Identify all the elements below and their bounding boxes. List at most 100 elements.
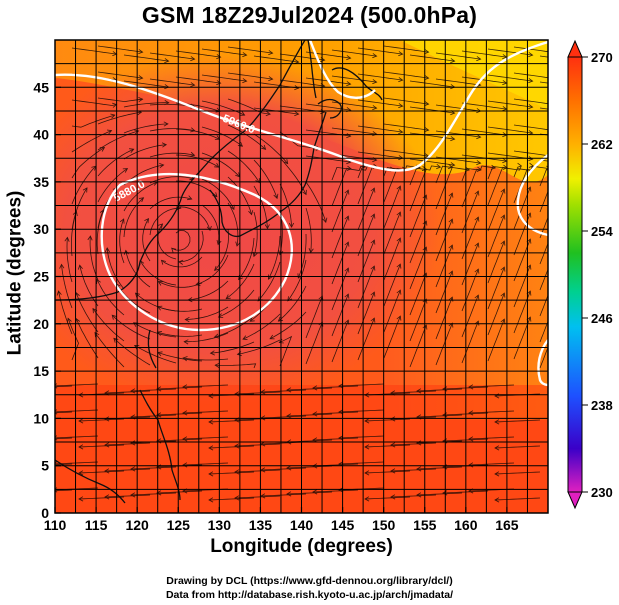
streamline (279, 183, 292, 228)
colorbar-body (567, 56, 583, 493)
streamline (185, 306, 229, 320)
streamline-arrow (398, 77, 404, 83)
colorbar: 230 238 246 254 262 270 (567, 39, 613, 510)
streamline (111, 314, 151, 340)
x-tick-label: 165 (495, 517, 519, 533)
streamline (312, 437, 359, 441)
streamline-arrow (78, 418, 84, 424)
streamline-arrow (138, 49, 144, 55)
streamline-arrow (526, 316, 532, 322)
streamline-arrow (476, 160, 482, 166)
streamline (461, 168, 482, 208)
streamline-arrow (190, 82, 196, 88)
streamline (71, 211, 77, 257)
streamline-arrow (104, 247, 110, 253)
streamline (513, 124, 548, 131)
y-axis-label: Latitude (degrees) (4, 190, 26, 356)
streamline (297, 233, 307, 279)
streamline-arrow (27, 438, 31, 442)
streamline-arrow (450, 162, 456, 168)
streamline (234, 469, 281, 473)
streamline (238, 237, 255, 280)
streamline-arrow (474, 242, 480, 248)
colorbar-tick-label: 238 (591, 398, 613, 413)
streamline (182, 384, 229, 388)
streamline-arrow (94, 331, 100, 338)
streamline-arrow (474, 294, 480, 300)
streamline-arrow (474, 268, 480, 274)
streamline (461, 216, 479, 260)
streamline-arrow (252, 251, 258, 258)
streamline (210, 341, 255, 354)
streamline (357, 265, 375, 309)
streamline-arrow (235, 241, 241, 247)
streamline (182, 462, 229, 466)
streamline (331, 267, 349, 311)
streamline-arrow (494, 497, 500, 503)
streamline-arrow (422, 324, 428, 330)
streamline (461, 294, 479, 338)
streamline-arrow (396, 211, 402, 217)
streamline (96, 209, 105, 255)
streamline (130, 466, 177, 470)
streamline-arrow (398, 129, 404, 135)
streamline (253, 159, 278, 199)
streamline (149, 176, 194, 184)
x-tick-label: 110 (44, 517, 67, 533)
y-tick-label: 30 (33, 221, 49, 237)
streamline (161, 256, 203, 268)
streamline-arrow (111, 314, 117, 320)
streamline-arrow (390, 416, 396, 422)
streamline (487, 126, 533, 134)
streamline-arrow (396, 289, 402, 295)
streamline-arrow (554, 76, 558, 80)
streamline-arrow (528, 156, 534, 162)
streamline (130, 414, 177, 418)
streamline (487, 188, 505, 232)
x-tick-label: 140 (290, 517, 314, 533)
streamline (539, 320, 548, 343)
streamline (227, 98, 271, 115)
streamline (331, 49, 377, 57)
streamline (123, 54, 169, 62)
streamline (96, 279, 125, 316)
streamline-arrow (119, 218, 125, 224)
streamline-arrow (312, 411, 318, 417)
streamline (383, 123, 429, 131)
streamline (364, 470, 411, 474)
streamline-arrow (526, 290, 532, 296)
streamline-arrow (286, 465, 292, 471)
streamline-arrow (242, 52, 248, 58)
streamline-arrow (242, 78, 248, 84)
streamline-arrow (424, 127, 430, 133)
streamline (260, 415, 307, 419)
coast-japan (239, 111, 327, 237)
streamline-arrow (448, 270, 454, 276)
streamline-arrow (77, 264, 83, 270)
streamline-arrow (450, 136, 456, 142)
streamline (409, 158, 455, 166)
streamline (279, 157, 307, 195)
streamline (312, 411, 359, 415)
streamline (97, 168, 128, 203)
streamline-arrow (436, 163, 442, 170)
streamline-arrow (287, 296, 293, 302)
streamline (331, 165, 366, 181)
streamline-arrow (294, 111, 300, 117)
streamline-arrow (213, 265, 220, 271)
streamline-arrow (261, 144, 267, 150)
streamline (227, 202, 239, 247)
colorbar-bottom-arrow (567, 491, 583, 510)
streamline-arrow (182, 410, 188, 416)
streamline-arrow (500, 266, 506, 272)
streamline-arrow (468, 384, 474, 390)
streamline-arrow (160, 259, 167, 265)
streamline-arrow (344, 215, 350, 221)
streamline (513, 150, 548, 157)
streamline-arrow (370, 265, 376, 271)
streamline (383, 289, 401, 333)
streamline-arrow (364, 418, 370, 424)
streamline-arrow (424, 75, 430, 81)
y-tick-label: 25 (33, 269, 49, 285)
streamline-arrow (27, 490, 31, 494)
